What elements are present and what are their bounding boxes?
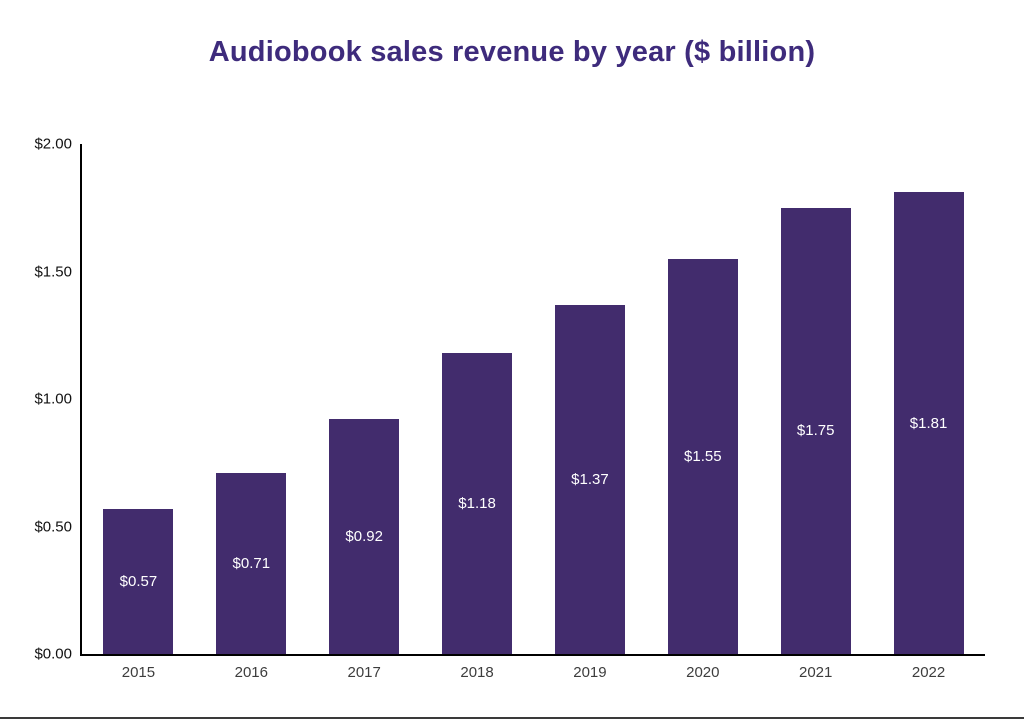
- x-tick-label: 2016: [234, 664, 268, 681]
- y-tick-label: $2.00: [34, 135, 72, 153]
- bar-value-label: $1.18: [458, 495, 496, 513]
- bar: $0.57: [103, 508, 174, 654]
- chart-title: Audiobook sales revenue by year ($ billi…: [208, 36, 816, 68]
- y-tick-label: $1.50: [34, 263, 72, 280]
- x-tick-label: 2015: [121, 664, 156, 681]
- bar-value-label: $0.57: [119, 572, 158, 590]
- bars-group: $0.57 $0.71 $0.92 $1.18 $1.37 $1.55 $1.75 $1.81: [82, 144, 985, 654]
- x-axis-labels: 2015 2016 2017 2018 2019 2020 2021 2022: [82, 664, 985, 681]
- x-tick-label: 2017: [347, 664, 381, 681]
- y-tick-label: $0.00: [34, 645, 72, 663]
- bar: $0.92: [329, 419, 400, 654]
- bar: $1.18: [442, 353, 513, 654]
- bar-value-label: $1.55: [684, 447, 722, 465]
- bar: $1.55: [667, 258, 738, 654]
- bar-value-label: $1.81: [909, 414, 948, 432]
- bar-value-label: $1.37: [571, 470, 609, 488]
- plot-area: $0.00 $0.50 $1.00 $1.50 $2.00 $0.57 $0.71 $0.9…: [34, 136, 985, 681]
- bar: $1.75: [780, 207, 851, 654]
- bar: $1.37: [554, 304, 625, 654]
- x-tick-label: 2021: [799, 664, 833, 681]
- x-tick-label: 2019: [573, 664, 607, 681]
- bar-value-label: $0.71: [232, 554, 271, 572]
- bar-value-label: $0.92: [345, 528, 383, 546]
- x-tick-label: 2022: [911, 664, 946, 681]
- x-tick-label: 2018: [460, 664, 494, 681]
- y-tick-label: $1.00: [34, 390, 72, 408]
- bar-value-label: $1.75: [796, 422, 835, 440]
- bar: $0.71: [216, 472, 287, 654]
- bar: $1.81: [893, 192, 964, 654]
- y-tick-label: $0.50: [34, 518, 72, 535]
- x-tick-label: 2020: [686, 664, 720, 681]
- chart-container: Audiobook sales revenue by year ($ billi…: [0, 36, 1024, 719]
